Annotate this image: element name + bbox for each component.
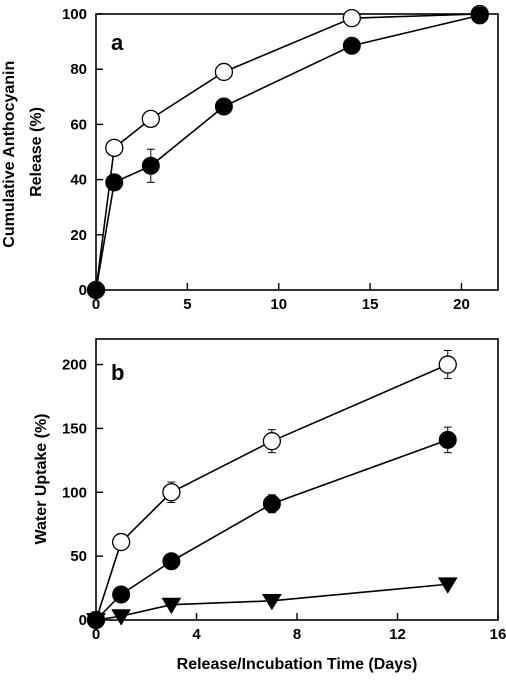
panel-b-y-tick-label: 0 <box>79 612 87 629</box>
panel-a-y-tick-label: 40 <box>70 172 87 189</box>
panel-b-chart: 0 4 8 12 16 0 50 100 150 200 b Water Uptake (%) R… <box>33 338 506 673</box>
panel-b-y-axis-title: Water Uptake (%) <box>33 414 50 545</box>
panel-a-series-2-point <box>470 6 489 25</box>
panel-b-x-tick-label: 0 <box>92 626 100 643</box>
panel-a-series-1-point <box>342 8 361 28</box>
panel-a-series-1-point <box>141 109 160 129</box>
panel-a-series-1-point <box>105 138 124 158</box>
panel-a-y-tick-label: 60 <box>70 116 87 133</box>
panel-b-x-tick-label: 4 <box>192 626 201 643</box>
panel-b-series-1-point <box>162 483 181 502</box>
panel-b-x-tick-label: 12 <box>389 626 406 643</box>
panel-b-x-tick-label: 8 <box>293 626 301 643</box>
panel-a-x-tick-label: 10 <box>270 296 287 313</box>
panel-a-axis-ticks: 0 5 10 15 20 0 20 40 60 80 100 <box>62 6 470 313</box>
panel-a-series-2-point <box>105 173 124 192</box>
panel-a-series-2-point <box>87 281 105 299</box>
panel-b-y-tick-label: 50 <box>70 548 87 565</box>
panel-b-series-2-point <box>112 585 131 604</box>
panel-b-label: b <box>111 360 124 385</box>
panel-b-series-3-point <box>161 597 182 615</box>
panel-a-y-tick-label: 80 <box>70 61 87 78</box>
panel-b-series-1-line <box>95 363 449 621</box>
panel-b-series-3-point <box>86 613 106 630</box>
panel-a-series-1-point <box>214 62 234 82</box>
panel-b-series-group <box>86 349 458 630</box>
panel-b-series-3-point <box>111 609 132 626</box>
panel-a-series-1-line <box>95 13 480 291</box>
panel-b-y-tick-label: 100 <box>62 484 87 501</box>
panel-b-series-2-line <box>95 439 449 621</box>
panel-b-series-2-point <box>438 430 457 449</box>
panel-b-x-tick-label: 16 <box>490 626 506 643</box>
panel-a-plot-frame <box>95 13 499 291</box>
panel-b-axis-ticks: 0 4 8 12 16 0 50 100 150 200 <box>62 357 506 643</box>
panel-b-series-2-point <box>162 552 181 571</box>
panel-b-plot-frame <box>95 338 499 621</box>
panel-a-x-tick-label: 20 <box>453 296 470 313</box>
panel-a-y-axis-title-line-2: Release (%) <box>28 107 45 197</box>
panel-b-series-1-point <box>438 355 457 374</box>
panel-a-label: a <box>111 30 124 55</box>
panel-b-y-tick-label: 150 <box>62 420 87 437</box>
panel-a-y-tick-label: 100 <box>62 6 87 23</box>
panel-b-series-3-point <box>437 577 458 594</box>
panel-a-series-2-point <box>342 36 361 55</box>
panel-a-series-2-line <box>95 14 480 291</box>
panel-a-x-tick-label: 0 <box>92 296 100 313</box>
panel-b-series-1-point <box>262 432 282 451</box>
panel-b-series-3-point <box>261 593 282 611</box>
panel-b-series-1-point <box>111 532 131 552</box>
panel-a-y-tick-label: 20 <box>70 227 87 244</box>
panel-a-y-axis-title: Cumulative Anthocyanin Release (%) <box>1 56 45 247</box>
panel-a-x-tick-label: 5 <box>183 296 191 313</box>
panel-a-series-2-point <box>141 156 160 175</box>
panel-b-x-axis-title: Release/Incubation Time (Days) <box>177 656 418 673</box>
panel-b-y-tick-label: 200 <box>62 357 87 374</box>
panel-a-y-axis-title-line-1: Cumulative Anthocyanin <box>1 61 18 248</box>
panel-a-series-2-point <box>214 97 233 116</box>
panel-a-series-group <box>86 4 489 300</box>
panel-b-series-2-point <box>262 494 281 513</box>
panel-a-x-tick-label: 15 <box>362 296 379 313</box>
panel-a-chart: 0 5 10 15 20 0 20 40 60 80 100 a Cumulative Anthoc… <box>1 4 499 313</box>
panel-a-y-tick-label: 0 <box>79 282 87 299</box>
